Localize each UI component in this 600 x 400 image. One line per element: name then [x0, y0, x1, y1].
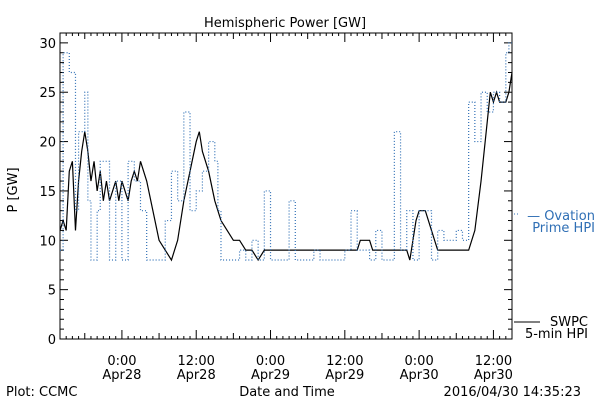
x-tick-label-date: Apr30	[400, 368, 439, 383]
y-tick-label: 20	[39, 136, 56, 151]
legend-swpc-line1: SWPC	[550, 315, 588, 330]
chart-title: Hemispheric Power [GW]	[204, 16, 366, 31]
x-tick-label-time: 0:00	[256, 354, 285, 369]
y-axis-label: P [GW]	[6, 167, 21, 212]
x-tick-label-time: 12:00	[475, 354, 512, 369]
plot-frame	[59, 32, 513, 340]
series-layer	[59, 42, 513, 262]
legend-ovation-line1: — Ovation	[527, 209, 595, 224]
y-tick-label: 15	[39, 185, 56, 200]
x-tick-label-time: 0:00	[405, 354, 434, 369]
series-ovation-prime-line	[60, 42, 512, 261]
x-tick-label-date: Apr29	[325, 368, 364, 383]
x-tick-label-date: Apr30	[474, 368, 513, 383]
legend-ovation-line2: Prime HPI	[532, 221, 595, 236]
y-tick-label: 0	[48, 333, 56, 348]
series-swpc-line	[59, 72, 513, 262]
x-tick-label-time: 0:00	[107, 354, 136, 369]
x-axis-label: Date and Time	[239, 385, 335, 400]
y-tick-label: 10	[39, 234, 56, 249]
x-tick-label-time: 12:00	[326, 354, 363, 369]
x-axis-ticks: 0:00Apr2812:00Apr280:00Apr2912:00Apr290:…	[59, 33, 513, 383]
footer-plot-credit: Plot: CCMC	[6, 385, 77, 400]
x-tick-label-date: Apr29	[251, 368, 290, 383]
y-tick-label: 30	[39, 37, 56, 52]
y-axis-ticks: 0 5 10 15 20 25 30	[39, 37, 512, 348]
x-tick-label-date: Apr28	[177, 368, 216, 383]
y-tick-label: 25	[39, 86, 56, 101]
x-tick-label-date: Apr28	[102, 368, 141, 383]
footer-timestamp: 2016/04/30 14:35:23	[444, 385, 581, 400]
legend-swpc-line2: 5-min HPI	[525, 327, 588, 342]
x-tick-label-time: 12:00	[177, 354, 214, 369]
y-tick-label: 5	[48, 284, 56, 299]
